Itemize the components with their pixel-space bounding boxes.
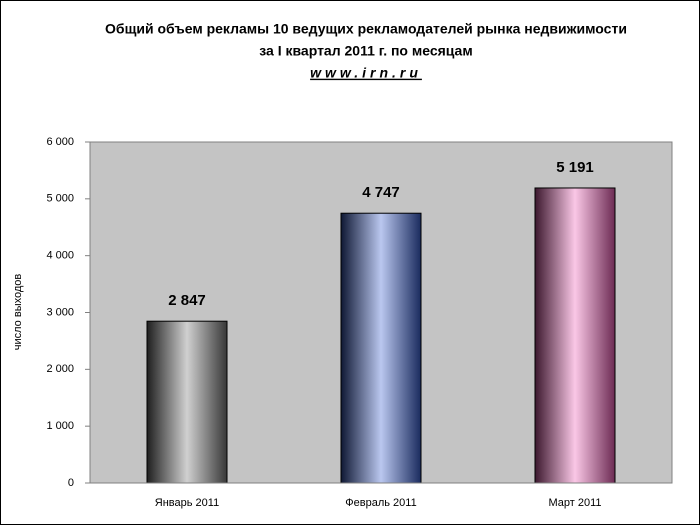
bar [340, 212, 422, 484]
y-tick-label: 3 000 [46, 306, 74, 318]
value-label: 2 847 [168, 292, 206, 309]
x-tick-label: Январь 2011 [155, 497, 219, 509]
chart-title: Общий объем рекламы 10 ведущих рекламода… [105, 21, 627, 37]
chart-subtitle: www.irn.ru [310, 65, 422, 81]
bar [534, 187, 616, 484]
value-label: 5 191 [556, 159, 594, 176]
value-label: 4 747 [362, 184, 400, 201]
y-axis-label: число выходов [12, 274, 24, 351]
x-tick-label: Февраль 2011 [345, 497, 416, 509]
bar [146, 320, 228, 484]
chart-title: за I квартал 2011 г. по месяцам [259, 43, 472, 59]
y-tick-label: 0 [68, 477, 74, 489]
y-tick-label: 1 000 [46, 420, 74, 432]
y-tick-label: 2 000 [46, 363, 74, 375]
x-tick-label: Март 2011 [548, 497, 601, 509]
y-tick-label: 4 000 [46, 250, 74, 262]
y-tick-label: 6 000 [46, 136, 74, 148]
y-tick-label: 5 000 [46, 193, 74, 205]
